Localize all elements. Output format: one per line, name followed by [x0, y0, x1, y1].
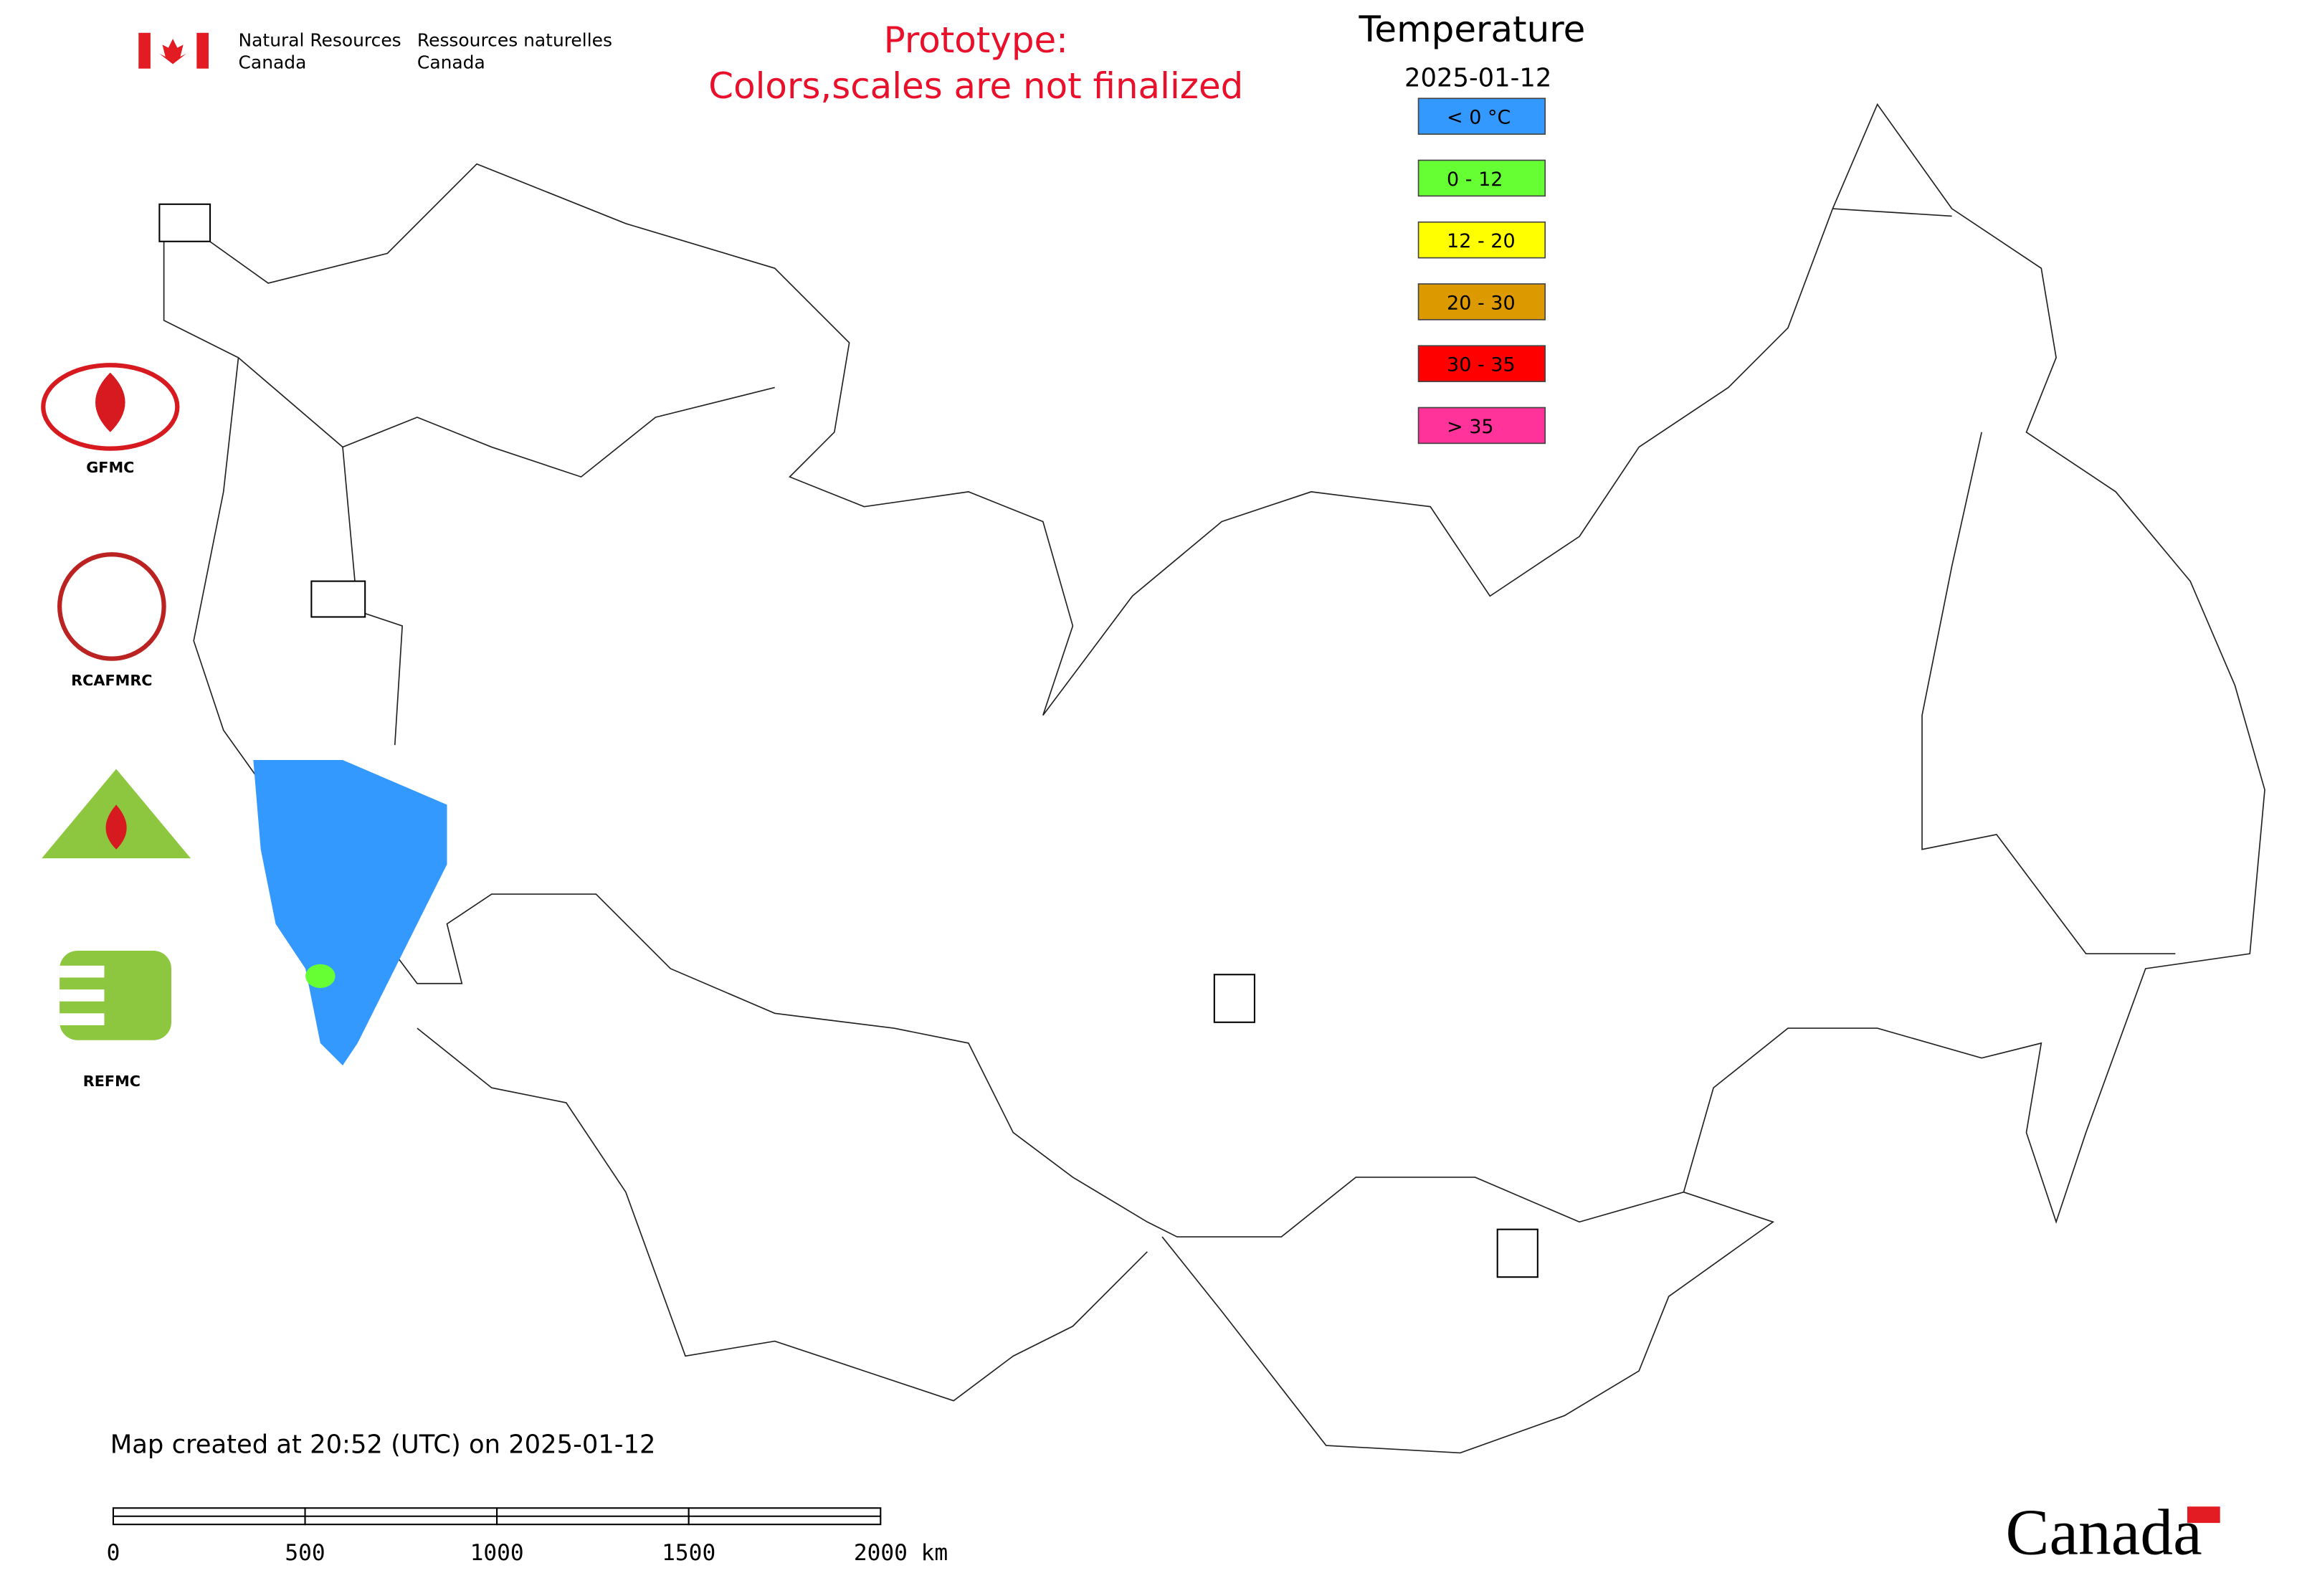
temperature-area: [253, 760, 447, 1066]
canada-wordmark: Canada: [2005, 1496, 2202, 1569]
logo-marker: [158, 203, 211, 242]
legend-label: 0 - 12: [1447, 168, 1503, 191]
legend-swatch: [1417, 98, 1546, 135]
notice: Prototype:: [884, 19, 1068, 61]
legend-swatch: [1417, 221, 1546, 259]
scale-label: 1500: [662, 1540, 715, 1566]
agency-fr: Canada: [417, 52, 485, 73]
logo-label: RCAFMRC: [71, 672, 152, 689]
scale-label: 0: [107, 1540, 120, 1566]
legend-label: 12 - 20: [1447, 230, 1516, 252]
notice: Colors,scales are not finalized: [708, 65, 1243, 107]
logo-marker: [1213, 974, 1255, 1023]
created-note: Map created at 20:52 (UTC) on 2025-01-12: [110, 1430, 656, 1459]
scale-bar: 0 500 1000 1500 2000 km: [107, 1507, 948, 1566]
canada-flag: [138, 32, 209, 69]
logo-rcafmrc: RCAFMRC: [57, 552, 166, 689]
scale-label: 500: [285, 1540, 325, 1566]
map: [163, 103, 2265, 1454]
legend-title: Temperature: [1358, 9, 1585, 50]
legend-label: 30 - 35: [1447, 354, 1516, 376]
wordmark-flag: [2187, 1506, 2220, 1524]
agency-en: Canada: [239, 52, 307, 73]
scale-label: 1000: [470, 1540, 524, 1566]
legend-date: 2025-01-12: [1404, 64, 1551, 93]
scale-label: 2000 km: [854, 1540, 948, 1566]
legend-swatch: [1417, 159, 1546, 197]
logo-gfmc: GFMC: [41, 363, 180, 476]
legend-swatch: [1417, 283, 1546, 320]
logo-marker: [310, 580, 366, 618]
legend-label: > 35: [1447, 416, 1494, 438]
agency-fr: Ressources naturelles: [417, 29, 612, 50]
agency-en: Natural Resources: [239, 29, 401, 50]
logo-reefmc: [42, 769, 191, 859]
logo-label: REFMC: [83, 1073, 141, 1090]
logo-label: GFMC: [86, 459, 134, 476]
legend-label: < 0 °C: [1447, 107, 1511, 129]
logo-refmc: REFMC: [60, 951, 172, 1090]
legend-swatch: [1417, 345, 1546, 382]
temperature-area: [305, 964, 336, 988]
legend-swatch: [1417, 407, 1546, 445]
legend: < 0 °C 0 - 12 12 - 20 20 - 30 30 - 35 > 35: [1417, 98, 1546, 445]
legend-label: 20 - 30: [1447, 292, 1516, 314]
logo-marker: [1496, 1228, 1538, 1278]
